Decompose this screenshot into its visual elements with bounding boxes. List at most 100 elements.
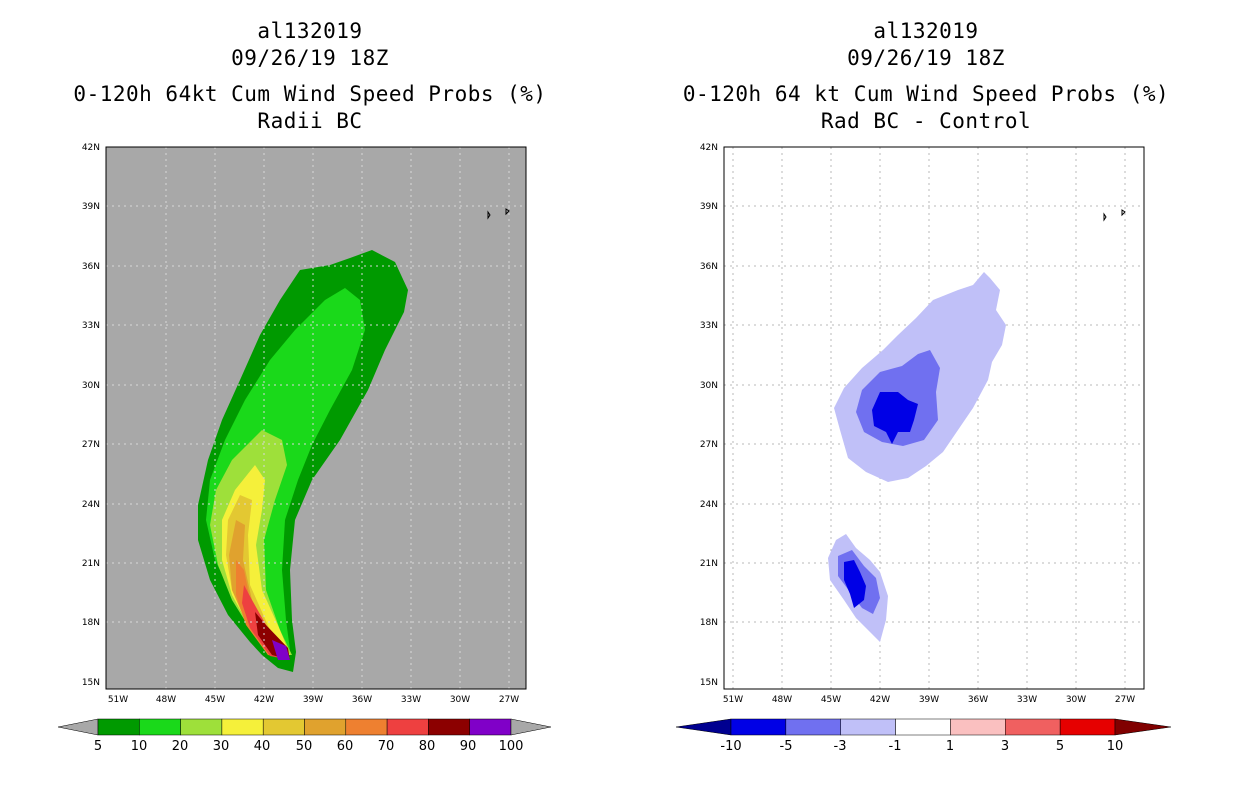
right-colorbar-label: -3 [834,739,847,754]
right-lat-label: 36N [700,262,718,272]
right-lat-label: 39N [700,202,718,212]
right-colorbar-box [730,718,787,736]
left-colorbar-label: 40 [254,739,271,754]
left-storm-id: al132019 [257,19,363,43]
left-gridlines [106,147,526,689]
right-colorbar-label: 10 [1107,739,1124,754]
right-colorbar-box [950,718,1006,736]
right-lon-label: 33W [1017,695,1037,705]
left-datetime: 09/26/19 18Z [231,46,389,70]
left-colorbar-label: 60 [337,739,354,754]
right-colorbar-label: -10 [720,739,741,754]
left-map-frame [105,146,527,690]
right-lon-label: 51W [723,695,743,705]
right-lon-label: 39W [919,695,939,705]
left-colorbar-box [345,718,388,736]
left-colorbar: 5 10 20 30 40 50 60 70 80 90 100 [57,718,552,754]
left-map: 42N 39N 36N 33N 30N 27N 24N 21N 18N 15N … [57,143,552,754]
left-lat-label: 33N [82,321,100,331]
left-colorbar-label: 10 [131,739,148,754]
left-lon-label: 45W [205,695,225,705]
left-colorbar-box [386,718,429,736]
right-lat-label: 30N [700,381,718,391]
left-lat-label: 15N [82,678,100,688]
left-colorbar-label: 70 [378,739,395,754]
left-contour-70 [242,585,290,660]
right-map: 42N 39N 36N 33N 30N 27N 24N 21N 18N 15N … [675,143,1172,754]
left-colorbar-box [97,718,140,736]
left-product-title: 0-120h 64kt Cum Wind Speed Probs (%) [73,82,547,106]
right-colorbar-box [785,718,841,736]
left-islands [487,208,510,220]
left-colorbar-label: 30 [213,739,230,754]
right-lon-label: 27W [1115,695,1135,705]
left-lat-label: 36N [82,262,100,272]
right-datetime: 09/26/19 18Z [847,46,1005,70]
right-lon-label: 42W [870,695,890,705]
right-colorbar-label: -1 [889,739,902,754]
left-lat-label: 30N [82,381,100,391]
left-contour-90 [272,640,290,660]
left-lon-label: 42W [254,695,274,705]
right-colorbar-label: 1 [946,739,954,754]
left-colorbar-box [428,718,470,736]
left-lat-label: 42N [82,143,100,153]
left-colorbar-under-arrow [57,718,99,736]
right-colorbar-over-arrow [1114,718,1172,736]
right-lon-label: 36W [968,695,988,705]
right-lat-label: 42N [700,143,718,153]
left-colorbar-box [469,718,512,736]
left-lon-label: 48W [156,695,176,705]
right-lat-label: 27N [700,440,718,450]
left-lon-label: 27W [499,695,519,705]
left-colorbar-label: 80 [419,739,436,754]
right-lat-label: 33N [700,321,718,331]
left-colorbar-box [180,718,223,736]
left-lat-label: 18N [82,618,100,628]
left-colorbar-box [304,718,347,736]
left-lat-label: 27N [82,440,100,450]
left-lon-label: 33W [401,695,421,705]
right-colorbar-label: 3 [1001,739,1009,754]
left-colorbar-label: 5 [94,739,102,754]
right-colorbar-label: -5 [780,739,793,754]
left-lon-label: 39W [303,695,323,705]
right-lat-label: 15N [700,678,718,688]
right-lat-label: 24N [700,500,718,510]
left-colorbar-over-arrow [510,718,552,736]
right-lat-label: 18N [700,618,718,628]
right-product-title: 0-120h 64 kt Cum Wind Speed Probs (%) [682,82,1170,106]
left-lat-label: 21N [82,559,100,569]
right-colorbar-box [1059,718,1116,736]
right-colorbar: -10 -5 -3 -1 1 3 5 10 [675,718,1172,754]
right-colorbar-label: 5 [1056,739,1064,754]
left-lon-label: 30W [450,695,470,705]
left-subtitle: Radii BC [257,109,363,133]
right-lat-label: 21N [700,559,718,569]
left-title-block: al132019 09/26/19 18Z 0-120h 64kt Cum Wi… [60,18,560,135]
left-lon-label: 36W [352,695,372,705]
left-colorbar-label: 50 [296,739,313,754]
right-storm-id: al132019 [873,19,979,43]
left-colorbar-label: 100 [499,739,524,754]
right-colorbar-box [895,718,951,736]
left-colorbar-label: 20 [172,739,189,754]
left-colorbar-box [139,718,181,736]
left-lat-label: 39N [82,202,100,212]
right-colorbar-under-arrow [675,718,732,736]
left-colorbar-label: 90 [460,739,477,754]
right-title-block: al132019 09/26/19 18Z 0-120h 64 kt Cum W… [676,18,1176,135]
right-subtitle: Rad BC - Control [820,109,1032,133]
right-map-frame [723,146,1145,690]
left-lat-label: 24N [82,500,100,510]
right-colorbar-box [840,718,896,736]
right-lon-label: 45W [821,695,841,705]
right-contour-lower-dark [844,560,866,608]
left-colorbar-box [262,718,305,736]
left-colorbar-box [221,718,264,736]
right-islands [1103,209,1126,222]
right-lon-label: 48W [772,695,792,705]
left-lon-label: 51W [108,695,128,705]
right-lon-label: 30W [1066,695,1086,705]
right-colorbar-box [1005,718,1061,736]
